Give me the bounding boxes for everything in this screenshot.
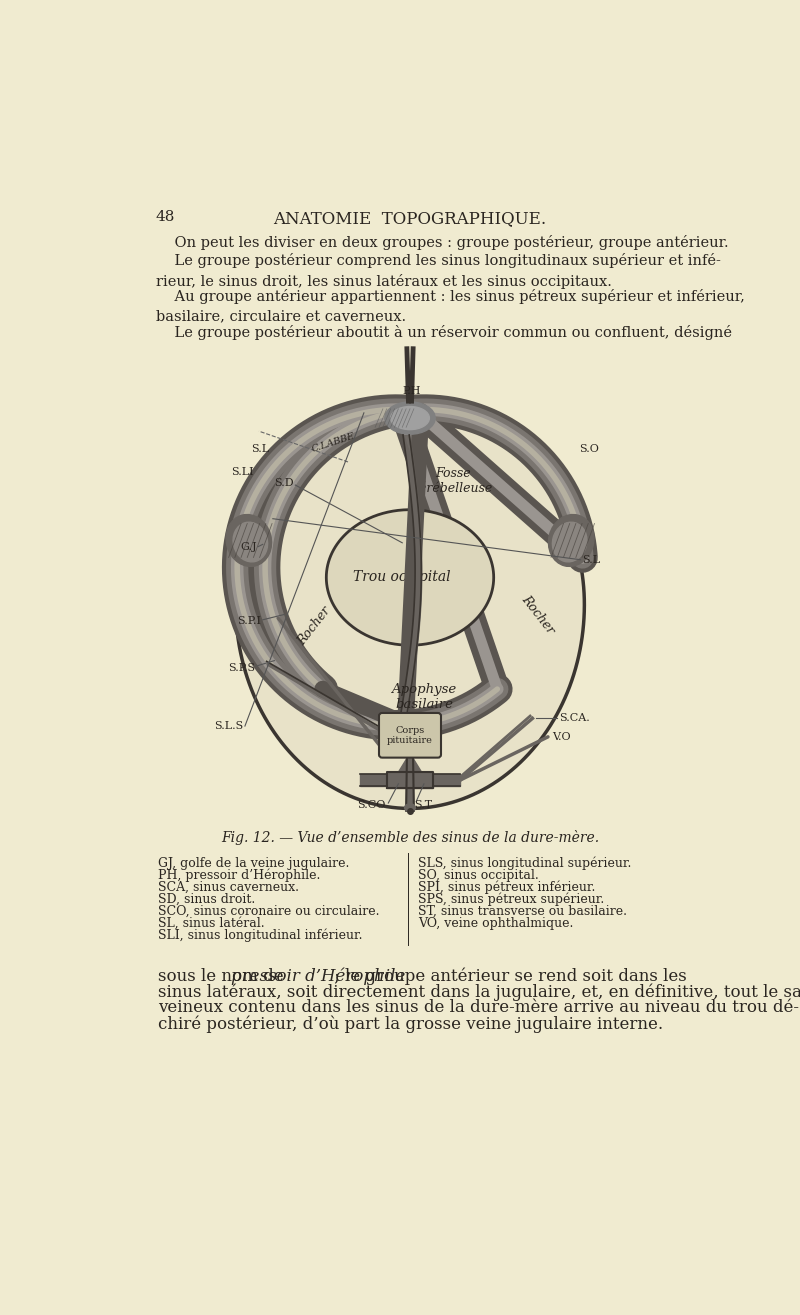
Text: S.L: S.L [251, 444, 269, 454]
Text: SLI, sinus longitudinal inférieur.: SLI, sinus longitudinal inférieur. [158, 928, 362, 942]
Ellipse shape [405, 803, 415, 811]
Text: On peut les diviser en deux groupes : groupe postérieur, groupe antérieur.: On peut les diviser en deux groupes : gr… [156, 235, 729, 250]
Text: ST, sinus transverse ou basilaire.: ST, sinus transverse ou basilaire. [418, 905, 626, 918]
Text: SLS, sinus longitudinal supérieur.: SLS, sinus longitudinal supérieur. [418, 857, 631, 871]
Ellipse shape [233, 522, 268, 562]
Text: GJ, golfe de la veine jugulaire.: GJ, golfe de la veine jugulaire. [158, 857, 350, 871]
Text: PH, pressoir d’Hérophile.: PH, pressoir d’Hérophile. [158, 869, 321, 882]
Text: SPS, sinus pétreux supérieur.: SPS, sinus pétreux supérieur. [418, 893, 604, 906]
Text: SCO, sinus coronaire ou circulaire.: SCO, sinus coronaire ou circulaire. [158, 905, 380, 918]
Text: Fosse
cérébelleuse: Fosse cérébelleuse [413, 467, 493, 496]
Text: SL, sinus latéral.: SL, sinus latéral. [158, 917, 265, 930]
Text: VO, veine ophthalmique.: VO, veine ophthalmique. [418, 917, 573, 930]
Text: V.O: V.O [553, 732, 571, 742]
Text: S.P.I: S.P.I [238, 617, 262, 626]
Polygon shape [360, 773, 386, 786]
Text: Apophyse
basilaire: Apophyse basilaire [391, 682, 457, 711]
Text: 48: 48 [156, 210, 175, 224]
Text: SPI, sinus pétreux inférieur.: SPI, sinus pétreux inférieur. [418, 881, 595, 894]
Text: S.O: S.O [579, 444, 599, 454]
Polygon shape [434, 773, 460, 786]
Text: S.D: S.D [274, 477, 294, 488]
Text: S.CA.: S.CA. [558, 713, 590, 723]
Text: S.CO: S.CO [357, 800, 386, 810]
Polygon shape [326, 510, 494, 646]
Text: S.P.S: S.P.S [228, 663, 255, 672]
Ellipse shape [226, 514, 271, 567]
Text: C.LABBE: C.LABBE [310, 431, 357, 454]
Text: SCA, sinus caverneux.: SCA, sinus caverneux. [158, 881, 299, 894]
Text: ANATOMIE  TOPOGRAPHIQUE.: ANATOMIE TOPOGRAPHIQUE. [274, 210, 546, 227]
Ellipse shape [549, 514, 594, 567]
Text: S.LI: S.LI [231, 467, 254, 477]
Ellipse shape [385, 402, 435, 434]
Text: pressoir d’Hérophile: pressoir d’Hérophile [231, 968, 406, 985]
Text: ; le groupe antérieur se rend soit dans les: ; le groupe antérieur se rend soit dans … [329, 968, 686, 985]
Polygon shape [236, 412, 584, 809]
Polygon shape [406, 759, 414, 811]
Text: Corps
pituitaire: Corps pituitaire [387, 726, 433, 746]
Text: S.L: S.L [582, 555, 600, 564]
Text: chiré postérieur, d’où part la grosse veine jugulaire interne.: chiré postérieur, d’où part la grosse ve… [158, 1015, 663, 1032]
Text: veineux contenu dans les sinus de la dure-mère arrive au niveau du trou dé-: veineux contenu dans les sinus de la dur… [158, 999, 799, 1016]
Polygon shape [398, 759, 422, 772]
Text: Rocher: Rocher [295, 604, 334, 647]
Text: Le groupe postérieur aboutit à un réservoir commun ou confluent, désigné: Le groupe postérieur aboutit à un réserv… [156, 325, 732, 339]
Text: Au groupe antérieur appartiennent : les sinus pétreux supérieur et inférieur,
ba: Au groupe antérieur appartiennent : les … [156, 289, 745, 323]
Text: Fig. 12. — Vue d’ensemble des sinus de la dure-mère.: Fig. 12. — Vue d’ensemble des sinus de l… [221, 830, 599, 846]
Text: SD, sinus droit.: SD, sinus droit. [158, 893, 255, 906]
Ellipse shape [552, 522, 587, 562]
Text: Trou occipital: Trou occipital [354, 571, 451, 584]
FancyBboxPatch shape [379, 713, 441, 757]
Text: Le groupe postérieur comprend les sinus longitudinaux supérieur et infé-
rieur, : Le groupe postérieur comprend les sinus … [156, 252, 721, 289]
Text: S.L.S: S.L.S [214, 721, 243, 731]
Ellipse shape [390, 406, 430, 430]
Text: sinus latéraux, soit directement dans la jugulaire, et, en définitive, tout le s: sinus latéraux, soit directement dans la… [158, 984, 800, 1001]
Text: Rocher: Rocher [518, 593, 557, 636]
Text: SO, sinus occipital.: SO, sinus occipital. [418, 869, 538, 882]
Text: G.J: G.J [240, 542, 257, 552]
Text: P.H: P.H [402, 387, 421, 397]
Polygon shape [386, 772, 434, 788]
Text: sous le nom de: sous le nom de [158, 968, 289, 985]
Text: S.T: S.T [414, 800, 432, 810]
